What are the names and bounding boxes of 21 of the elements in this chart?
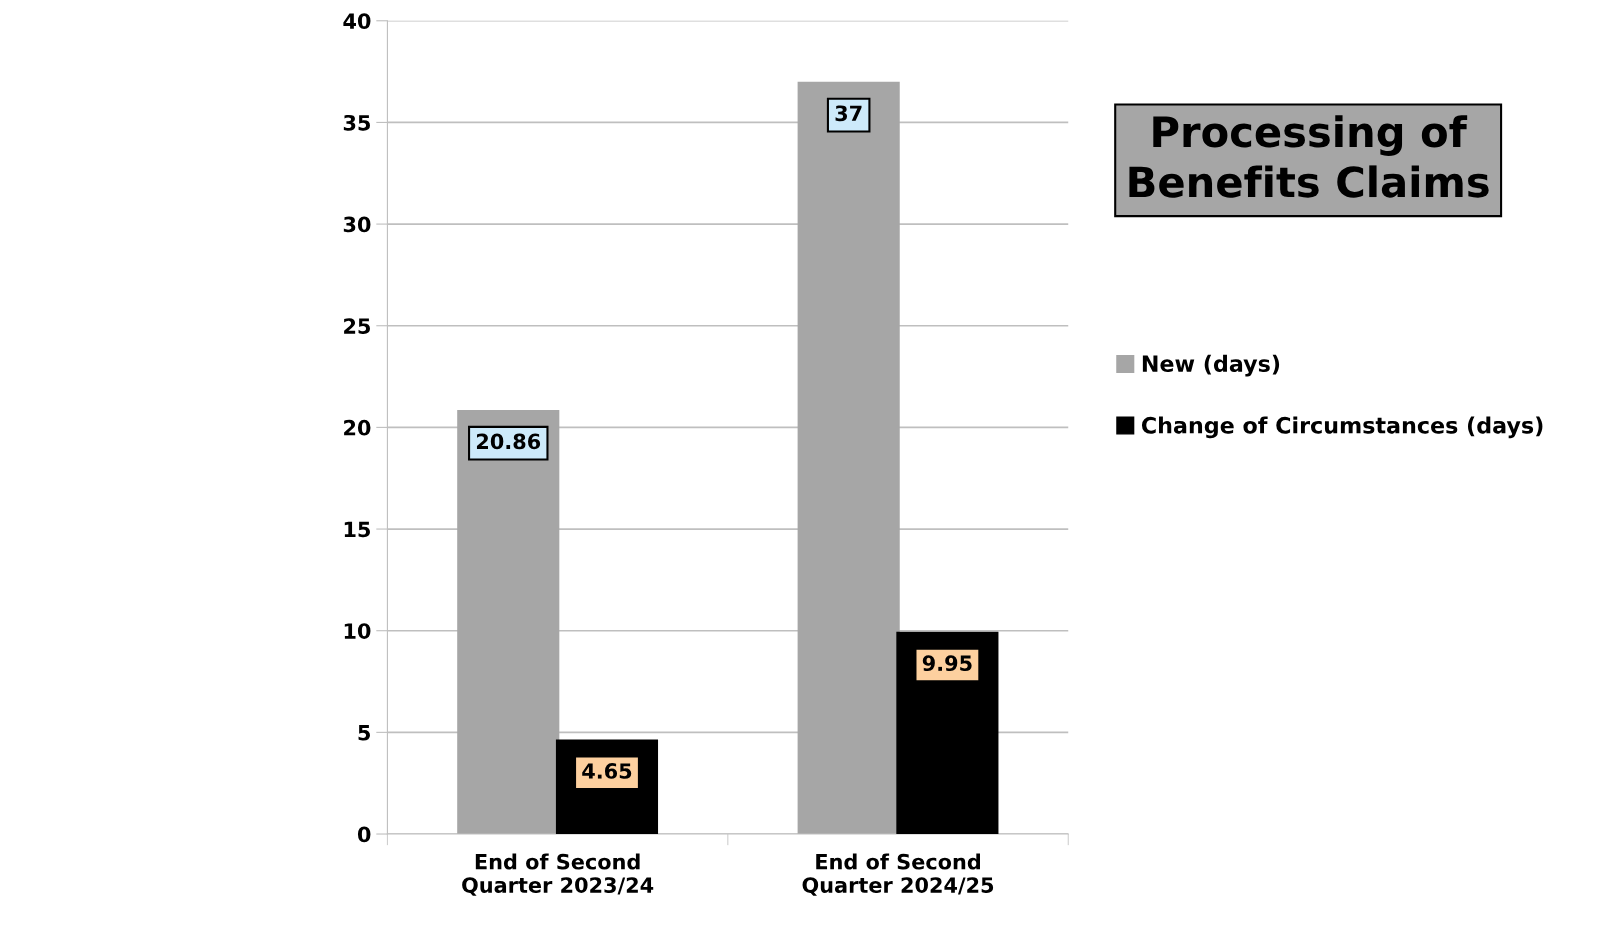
y-tick-label: 25	[344, 318, 370, 334]
y-tick-label: 15	[344, 521, 370, 538]
legend-label: Change of Circumstances (days)	[1141, 416, 1543, 439]
y-tick-label: 40	[343, 13, 371, 29]
data-label: 37	[835, 105, 862, 122]
x-tick-label: End of Second Quarter 2023/24	[462, 853, 654, 896]
y-tick-label: 30	[343, 216, 371, 233]
text: Processing of Benefits Claims	[1129, 115, 1489, 198]
y-tick-label: 10	[344, 623, 371, 639]
y-tick-label: 5	[358, 725, 370, 741]
bar	[457, 409, 560, 835]
y-tick-label: 20	[344, 419, 371, 436]
data-label: 20.86	[476, 433, 541, 450]
bar	[896, 631, 999, 835]
data-label: 4.65	[582, 763, 632, 779]
x-tick-label: End of Second Quarter 2024/25	[802, 853, 994, 896]
legend-label: New (days)	[1142, 354, 1280, 377]
y-tick-label: 35	[343, 114, 370, 131]
bar	[797, 81, 900, 835]
y-tick-label: 0	[357, 826, 371, 843]
data-label: 9.95	[922, 655, 972, 672]
